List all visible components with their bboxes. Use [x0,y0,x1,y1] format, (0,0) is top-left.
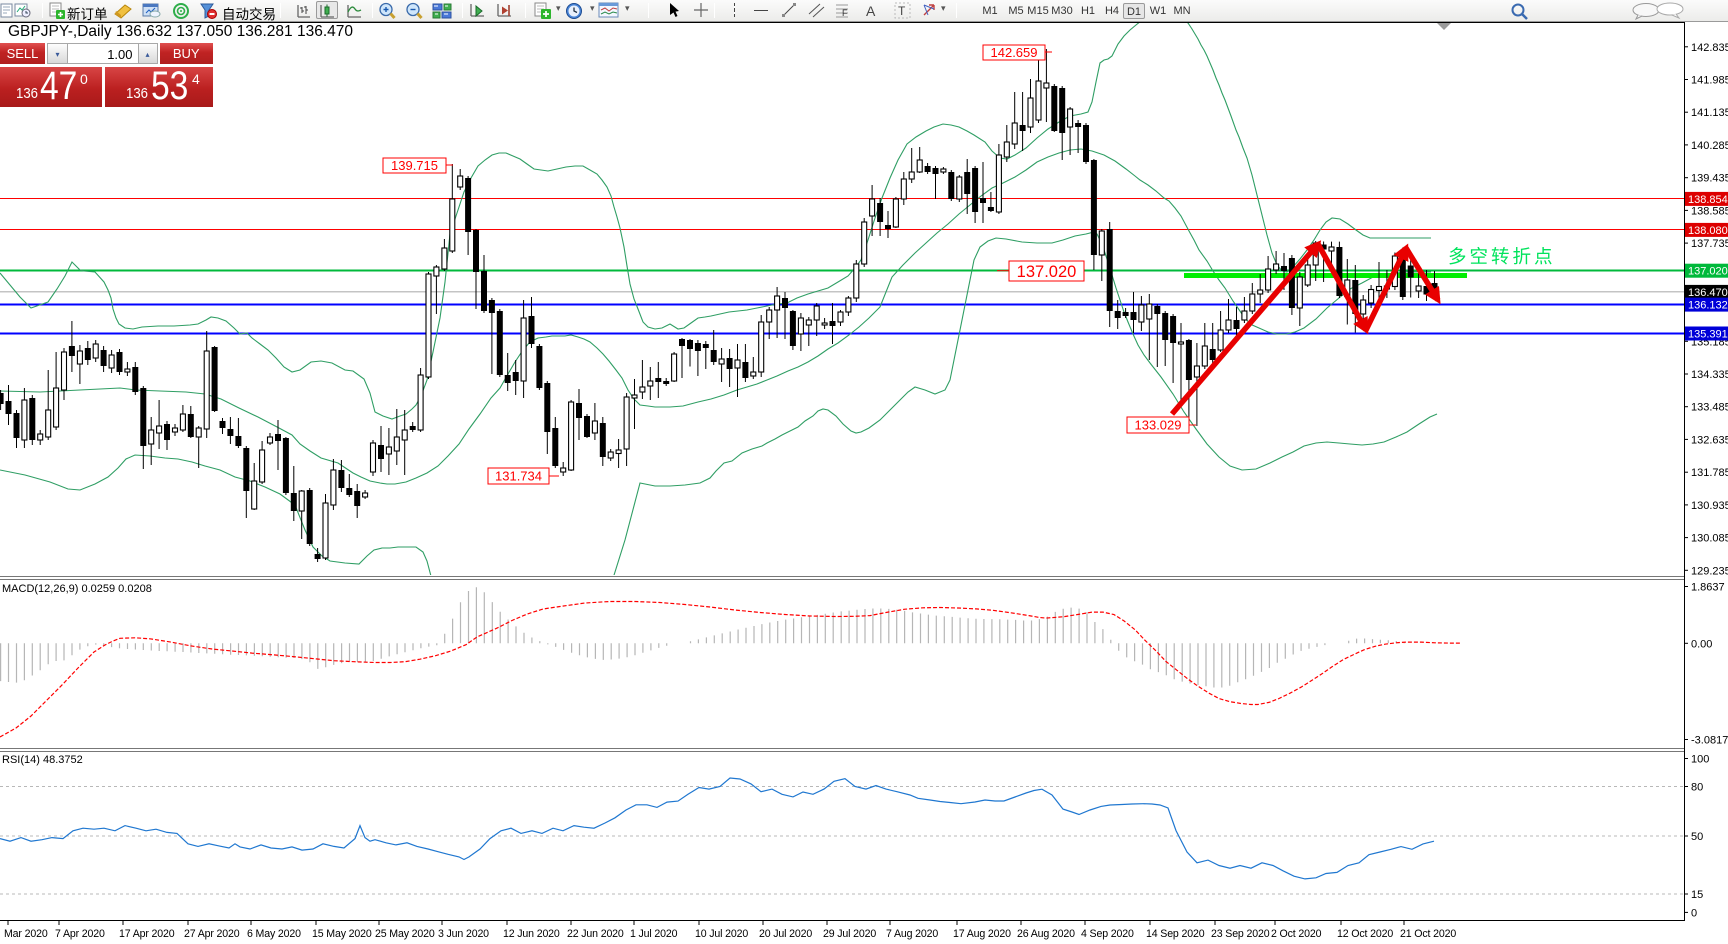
svg-text:141.135: 141.135 [1691,107,1728,119]
svg-text:GBPJPY-,Daily 136.632 137.050: GBPJPY-,Daily 136.632 137.050 136.281 13… [8,23,353,40]
svg-text:6 May 2020: 6 May 2020 [247,928,301,940]
svg-text:136.470: 136.470 [1688,287,1728,299]
svg-text:12 Jun 2020: 12 Jun 2020 [503,928,560,940]
svg-text:22 Jun 2020: 22 Jun 2020 [567,928,624,940]
svg-text:1 Jul 2020: 1 Jul 2020 [630,928,678,940]
svg-text:130.935: 130.935 [1691,500,1728,512]
svg-text:-3.0817: -3.0817 [1691,735,1728,747]
svg-text:130.085: 130.085 [1691,533,1728,545]
svg-text:10 Jul 2020: 10 Jul 2020 [695,928,748,940]
svg-text:135.391: 135.391 [1688,329,1728,341]
svg-text:Mar 2020: Mar 2020 [4,928,48,940]
svg-text:14 Sep 2020: 14 Sep 2020 [1146,928,1205,940]
svg-text:4 Sep 2020: 4 Sep 2020 [1081,928,1134,940]
svg-text:137.020: 137.020 [1017,263,1077,281]
svg-text:MACD(12,26,9) 0.0259 0.0208: MACD(12,26,9) 0.0259 0.0208 [2,583,152,595]
svg-text:F: F [842,8,848,18]
svg-text:15 May 2020: 15 May 2020 [312,928,372,940]
svg-text:133.485: 133.485 [1691,402,1728,414]
svg-text:0: 0 [1691,907,1697,919]
svg-text:100: 100 [1691,754,1709,766]
svg-text:7 Aug 2020: 7 Aug 2020 [886,928,938,940]
svg-text:23 Sep 2020: 23 Sep 2020 [1211,928,1270,940]
svg-text:RSI(14) 48.3752: RSI(14) 48.3752 [2,754,83,766]
svg-text:A: A [866,3,876,19]
svg-text:134.335: 134.335 [1691,369,1728,381]
svg-text:26 Aug 2020: 26 Aug 2020 [1017,928,1075,940]
svg-text:139.435: 139.435 [1691,173,1728,185]
svg-text:141.985: 141.985 [1691,75,1728,87]
svg-text:2 Oct 2020: 2 Oct 2020 [1271,928,1322,940]
svg-text:1.8637: 1.8637 [1691,582,1725,594]
svg-text:142.659: 142.659 [991,45,1038,60]
svg-text:29 Jul 2020: 29 Jul 2020 [823,928,876,940]
svg-text:15: 15 [1691,889,1703,901]
svg-text:136.132: 136.132 [1688,300,1728,312]
svg-text:142.835: 142.835 [1691,42,1728,54]
svg-text:7 Apr 2020: 7 Apr 2020 [55,928,105,940]
svg-text:138.080: 138.080 [1688,225,1728,237]
svg-text:20 Jul 2020: 20 Jul 2020 [759,928,812,940]
svg-text:17 Aug 2020: 17 Aug 2020 [953,928,1011,940]
svg-text:132.635: 132.635 [1691,434,1728,446]
svg-text:17 Apr 2020: 17 Apr 2020 [119,928,175,940]
svg-text:129.235: 129.235 [1691,565,1728,577]
svg-text:131.734: 131.734 [495,469,542,484]
svg-text:0.00: 0.00 [1691,638,1712,650]
svg-text:140.285: 140.285 [1691,140,1728,152]
svg-text:21 Oct 2020: 21 Oct 2020 [1400,928,1456,940]
svg-text:137.020: 137.020 [1688,266,1728,278]
svg-text:12 Oct 2020: 12 Oct 2020 [1337,928,1393,940]
svg-text:50: 50 [1691,831,1703,843]
svg-text:25 May 2020: 25 May 2020 [375,928,435,940]
svg-text:80: 80 [1691,782,1703,794]
svg-text:137.735: 137.735 [1691,238,1728,250]
svg-text:多空转折点: 多空转折点 [1448,246,1556,267]
svg-text:138.854: 138.854 [1688,194,1728,206]
svg-text:139.715: 139.715 [391,158,438,173]
svg-text:133.029: 133.029 [1135,418,1182,433]
svg-text:3 Jun 2020: 3 Jun 2020 [438,928,489,940]
svg-text:138.585: 138.585 [1691,205,1728,217]
svg-text:131.785: 131.785 [1691,467,1728,479]
svg-text:T: T [898,4,906,18]
svg-text:27 Apr 2020: 27 Apr 2020 [184,928,240,940]
